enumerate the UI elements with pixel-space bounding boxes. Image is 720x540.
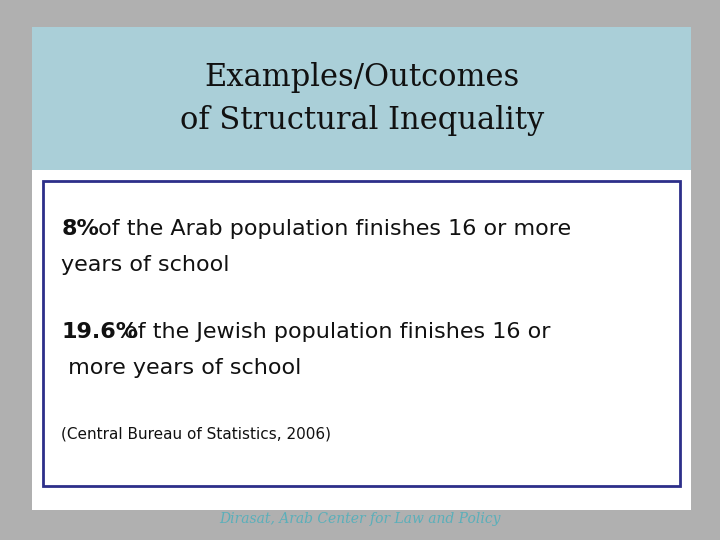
FancyBboxPatch shape [32, 27, 691, 170]
Text: of the Jewish population finishes 16 or: of the Jewish population finishes 16 or [117, 321, 551, 341]
Text: more years of school: more years of school [61, 358, 302, 378]
Text: Examples/Outcomes
of Structural Inequality: Examples/Outcomes of Structural Inequali… [180, 62, 544, 136]
FancyBboxPatch shape [43, 181, 680, 486]
Text: of the Arab population finishes 16 or more: of the Arab population finishes 16 or mo… [91, 219, 572, 239]
Text: 19.6%: 19.6% [61, 321, 138, 341]
Text: 8%: 8% [61, 219, 99, 239]
Text: years of school: years of school [61, 255, 230, 275]
FancyBboxPatch shape [32, 27, 691, 510]
Text: Dirasat, Arab Center for Law and Policy: Dirasat, Arab Center for Law and Policy [220, 512, 500, 526]
Text: (Central Bureau of Statistics, 2006): (Central Bureau of Statistics, 2006) [61, 427, 331, 442]
